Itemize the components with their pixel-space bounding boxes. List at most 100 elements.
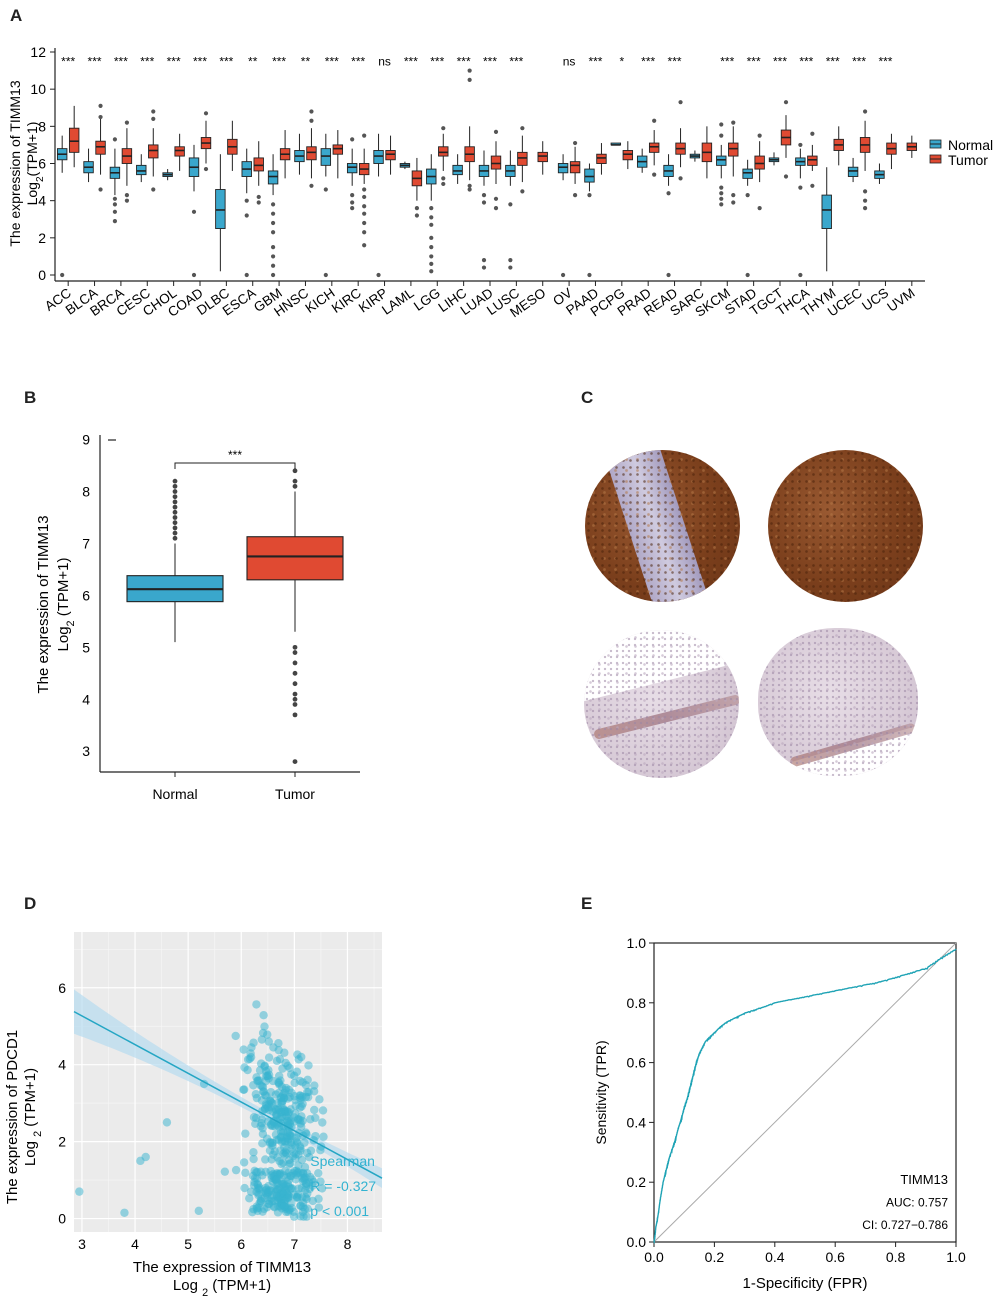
scatter-point [316, 1177, 325, 1186]
y-tick-label: 2 [38, 230, 46, 246]
y-tick-label: 6 [82, 587, 90, 603]
significance-label: *** [351, 54, 365, 68]
scatter-point [264, 1053, 274, 1062]
panel-letter-a: A [10, 6, 23, 25]
outlier-point [666, 272, 671, 278]
ihc-image-group [580, 450, 930, 780]
scatter-point [311, 1131, 320, 1141]
outlier-point [292, 660, 298, 666]
outlier-point [441, 126, 446, 131]
scatter-point [268, 1107, 277, 1116]
outlier-point [757, 206, 762, 211]
outlier-point [362, 220, 367, 226]
panel-letter-d: D [24, 894, 37, 913]
scatter-point [257, 1119, 266, 1128]
y-axis-label-line1: The expression of TIMM13 [35, 515, 52, 693]
scatter-point [249, 1204, 258, 1214]
outlier-point [112, 137, 118, 142]
outlier-point [678, 100, 683, 105]
scatter-point [318, 1106, 328, 1115]
y-axis-label-line2: Log2 (TPM+1) [55, 558, 77, 652]
significance-label: ns [563, 54, 576, 68]
scatter-point [269, 1043, 278, 1052]
scatter-point [239, 1045, 248, 1054]
significance-label: *** [641, 54, 655, 68]
scatter-point [257, 1035, 267, 1044]
outlier-point [270, 211, 276, 216]
outlier-point [441, 176, 446, 181]
scatter-point [285, 1063, 294, 1073]
x-tick-label: 7 [290, 1236, 298, 1252]
outlier-point [124, 192, 130, 198]
outlier-point [862, 189, 868, 194]
outlier-point [172, 530, 178, 536]
outlier-point [429, 261, 434, 266]
scatter-point [278, 1126, 287, 1136]
outlier-point [350, 206, 355, 211]
y-tick-label: 0.4 [627, 1114, 647, 1130]
outlier-point [810, 131, 815, 136]
outlier-point [98, 103, 103, 108]
scatter-point [314, 1168, 323, 1178]
outlier-point [203, 166, 209, 172]
normal-vs-tumor-boxplot: 3 4 5 6 7 8 9 The expression of TIMM13 Log2 (TPM… [35, 432, 360, 802]
tumor-hnsc-box [306, 146, 317, 161]
outlier-point [172, 478, 178, 484]
scatter-point [194, 1206, 203, 1216]
scatter-point [300, 1138, 309, 1147]
significance-label: *** [167, 54, 181, 68]
outlier-point [256, 194, 261, 200]
y-tick-label: 6 [58, 980, 66, 996]
outlier-point [467, 187, 472, 192]
outlier-point [292, 681, 298, 687]
outlier-point [362, 243, 367, 248]
scatter-point [262, 1091, 271, 1100]
outlier-point [429, 254, 434, 259]
significance-label: *** [773, 54, 787, 68]
outlier-point [362, 194, 367, 200]
outlier-point [572, 140, 578, 146]
y-tick-label: 0 [38, 267, 46, 283]
scatter-point [317, 1184, 327, 1193]
outlier-point [783, 100, 789, 105]
scatter-point [318, 1118, 327, 1127]
y-tick-label: 4 [82, 691, 90, 707]
outlier-point [719, 133, 724, 138]
y-tick-label: 1.0 [627, 935, 647, 951]
outlier-point [719, 185, 724, 190]
x-axis-label-line2: Log 2 (TPM+1) [173, 1277, 271, 1299]
scatter-point [261, 1155, 270, 1164]
y-tick-label: 8 [38, 118, 46, 134]
outlier-point [309, 109, 314, 114]
scatter-point [120, 1208, 129, 1217]
outlier-point [323, 187, 328, 192]
scatter-point [246, 1052, 256, 1062]
outlier-point [172, 525, 178, 531]
tumor-skcm-box [728, 142, 739, 157]
outlier-point [362, 211, 367, 216]
scatter-point [311, 1113, 320, 1123]
outlier-point [798, 272, 803, 278]
tumor-prad-box [648, 142, 660, 153]
scatter-point [245, 1194, 254, 1203]
significance-label: ** [248, 54, 258, 68]
outlier-point [172, 535, 178, 541]
x-tick-label: UVM [884, 285, 917, 314]
outlier-point [429, 269, 434, 274]
outlier-point [508, 258, 513, 263]
y-tick-label: 10 [30, 81, 46, 97]
y-tick-label: 5 [82, 639, 90, 655]
outlier-point [172, 494, 178, 500]
x-tick-label: 0.8 [886, 1249, 906, 1265]
y-tick-label: 0.2 [627, 1174, 647, 1190]
x-tick-label: 3 [78, 1236, 86, 1252]
outlier-point [719, 196, 724, 201]
outlier-point [467, 68, 472, 73]
scatter-point [275, 1055, 285, 1064]
significance-bracket [174, 462, 296, 469]
scatter-point [241, 1168, 250, 1178]
x-tick-label: 5 [184, 1236, 192, 1252]
scatter-point [304, 1061, 313, 1070]
scatter-point [249, 1113, 259, 1122]
outlier-point [292, 478, 298, 484]
